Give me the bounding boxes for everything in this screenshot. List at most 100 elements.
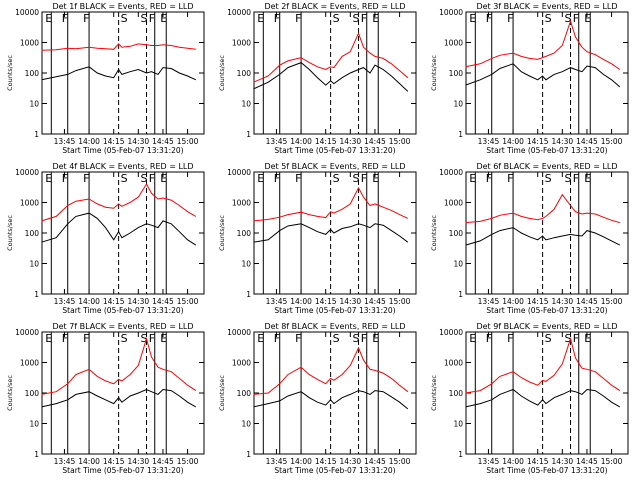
x-tick-label: 13:45 <box>266 457 288 466</box>
y-tick-label: 1 <box>34 130 39 139</box>
x-axis-label: Start Time (05-Feb-07 13:31:20) <box>486 146 607 155</box>
x-tick-label: 14:45 <box>364 457 386 466</box>
x-tick-label: 14:30 <box>128 297 150 306</box>
time-marker-label: F <box>83 12 89 25</box>
x-tick-label: 14:45 <box>364 297 386 306</box>
y-tick-label: 100 <box>449 69 464 78</box>
time-marker-label: S <box>333 12 340 25</box>
y-tick-label: 10 <box>29 260 39 269</box>
x-axis-label: Start Time (05-Feb-07 13:31:20) <box>486 306 607 315</box>
x-tick-label: 14:15 <box>527 297 549 306</box>
y-tick-label: 1 <box>34 450 39 459</box>
detector-panel: Det 8f BLACK = Events, RED = LLD 1 10 100 10… <box>218 322 417 475</box>
x-tick-label: 15:00 <box>389 297 411 306</box>
panel-title: Det 1f BLACK = Events, RED = LLD <box>52 2 193 11</box>
y-tick-label: 1000 <box>444 39 463 48</box>
time-marker-label: F <box>274 332 280 345</box>
lld-series-line <box>465 337 621 394</box>
x-axis-label: Start Time (05-Feb-07 13:31:20) <box>486 466 607 475</box>
x-tick-label: 14:30 <box>552 137 574 146</box>
y-tick-label: 1 <box>458 450 463 459</box>
y-tick-label: 100 <box>237 389 252 398</box>
x-tick-label: 15:00 <box>601 137 623 146</box>
y-tick-label: 1000 <box>232 39 251 48</box>
x-tick-label: 14:15 <box>315 297 337 306</box>
x-tick-label: 14:30 <box>340 297 362 306</box>
x-tick-label: 14:30 <box>552 297 574 306</box>
events-series-line <box>253 62 409 92</box>
y-tick-label: 10000 <box>227 8 251 17</box>
time-marker-label: F <box>361 12 367 25</box>
x-axis-label: Start Time (05-Feb-07 13:31:20) <box>274 466 395 475</box>
x-tick-label: 13:45 <box>266 297 288 306</box>
time-marker-label: E <box>257 172 264 185</box>
time-marker-label: S <box>333 172 340 185</box>
x-tick-label: 14:30 <box>128 457 150 466</box>
events-series-line <box>253 223 409 243</box>
detector-panel: Det 6f BLACK = Events, RED = LLD 1 10 100 10… <box>430 162 629 315</box>
time-marker-label: F <box>507 332 513 345</box>
time-marker-label: S <box>565 332 572 345</box>
time-marker-label: E <box>160 172 167 185</box>
time-marker-label: E <box>372 172 379 185</box>
y-tick-label: 10 <box>453 260 463 269</box>
y-axis-label: Counts/sec <box>6 55 14 91</box>
time-marker-label: F <box>486 172 492 185</box>
time-marker-label: F <box>274 172 280 185</box>
x-axis-label: Start Time (05-Feb-07 13:31:20) <box>274 146 395 155</box>
time-marker-label: S <box>353 332 360 345</box>
y-tick-label: 10000 <box>227 328 251 337</box>
x-tick-label: 14:00 <box>78 137 100 146</box>
time-marker-label: E <box>469 332 476 345</box>
time-marker-label: S <box>141 12 148 25</box>
lld-series-line <box>41 183 197 222</box>
y-tick-label: 10 <box>241 420 251 429</box>
y-tick-label: 100 <box>237 69 252 78</box>
time-marker-label: S <box>565 12 572 25</box>
time-marker-label: S <box>333 332 340 345</box>
y-tick-label: 10000 <box>15 8 39 17</box>
time-marker-label: S <box>141 172 148 185</box>
x-tick-label: 14:45 <box>576 297 598 306</box>
time-marker-label: E <box>257 332 264 345</box>
time-marker-label: F <box>295 332 301 345</box>
lld-series-line <box>253 346 409 395</box>
x-tick-label: 14:00 <box>502 457 524 466</box>
y-tick-label: 10000 <box>439 8 463 17</box>
time-marker-label: F <box>573 172 579 185</box>
x-tick-label: 13:45 <box>54 457 76 466</box>
lld-series-line <box>41 337 197 395</box>
time-marker-label: F <box>486 12 492 25</box>
y-tick-label: 10 <box>29 100 39 109</box>
x-tick-label: 14:15 <box>103 457 125 466</box>
detector-panel: Det 5f BLACK = Events, RED = LLD 1 10 100 10… <box>218 162 417 315</box>
time-marker-label: S <box>141 332 148 345</box>
time-marker-label: E <box>584 172 591 185</box>
time-marker-label: F <box>295 172 301 185</box>
y-axis-label: Counts/sec <box>430 375 438 411</box>
events-series-line <box>41 212 197 246</box>
y-tick-label: 100 <box>449 229 464 238</box>
x-tick-label: 15:00 <box>601 297 623 306</box>
x-axis-label: Start Time (05-Feb-07 13:31:20) <box>274 306 395 315</box>
y-tick-label: 1000 <box>444 199 463 208</box>
y-tick-label: 10 <box>453 100 463 109</box>
time-marker-label: F <box>295 12 301 25</box>
lld-series-line <box>253 186 409 222</box>
plot-frame <box>253 331 417 455</box>
events-series-line <box>465 63 621 88</box>
events-series-line <box>465 388 621 408</box>
time-marker-label: E <box>372 12 379 25</box>
x-tick-label: 13:45 <box>478 457 500 466</box>
x-tick-label: 15:00 <box>601 457 623 466</box>
x-tick-label: 14:00 <box>78 297 100 306</box>
detector-panel: Det 9f BLACK = Events, RED = LLD 1 10 100 10… <box>430 322 629 475</box>
y-tick-label: 1000 <box>20 39 39 48</box>
x-tick-label: 14:45 <box>152 457 174 466</box>
y-tick-label: 1000 <box>232 199 251 208</box>
x-tick-label: 14:30 <box>128 137 150 146</box>
time-marker-label: E <box>160 12 167 25</box>
y-tick-label: 1000 <box>232 359 251 368</box>
y-axis-label: Counts/sec <box>6 215 14 251</box>
y-tick-label: 100 <box>449 389 464 398</box>
